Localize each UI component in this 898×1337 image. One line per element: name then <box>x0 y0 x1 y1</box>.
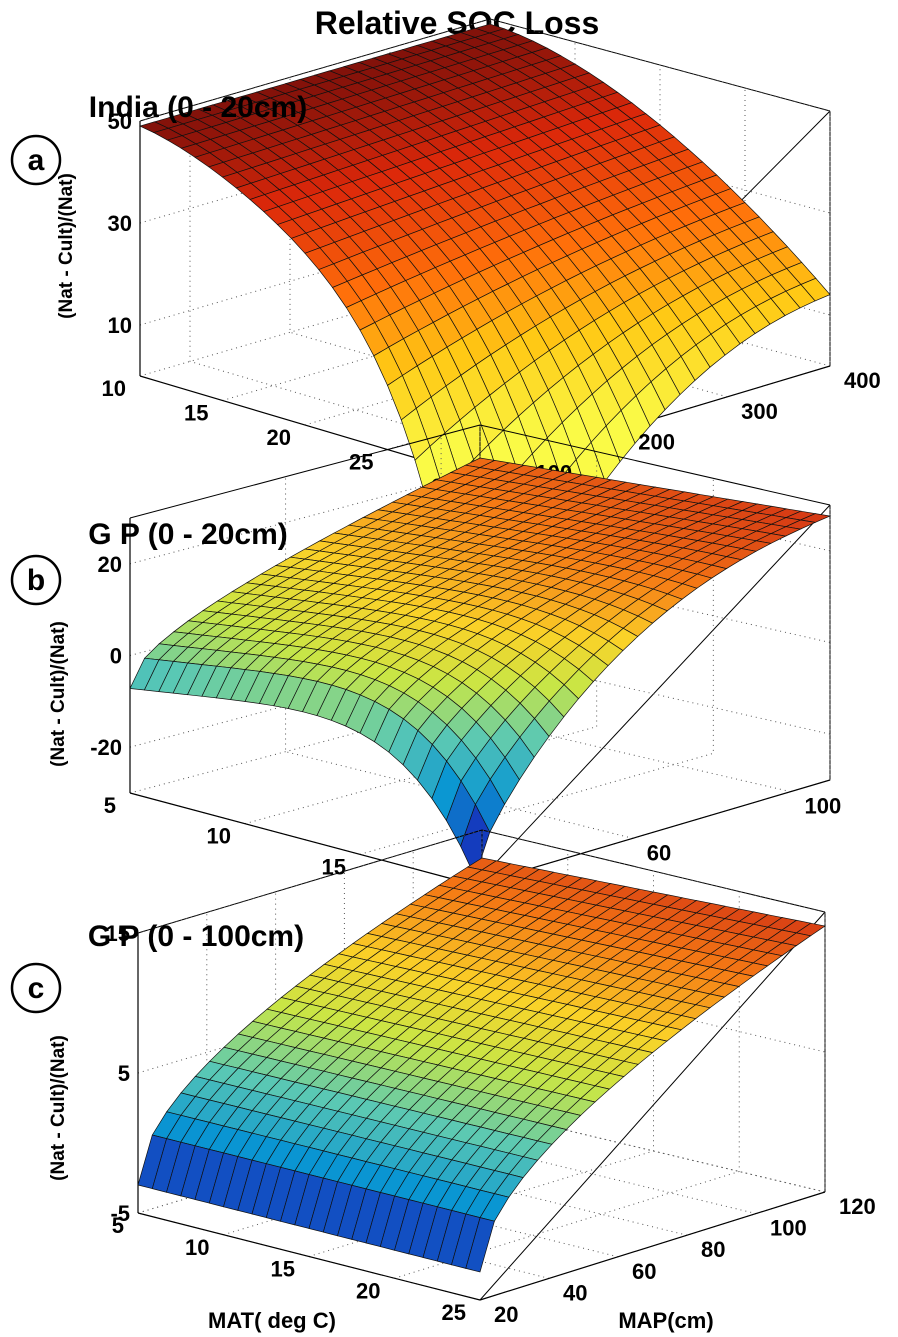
z-axis-label: (Nat - Cult)/(Nat) <box>48 621 69 767</box>
z-axis-label: (Nat - Cult)/(Nat) <box>56 173 77 319</box>
axis-edge <box>129 424 481 519</box>
y-tick-label: 60 <box>647 840 671 865</box>
axis-edge <box>474 504 831 886</box>
surface <box>129 457 832 878</box>
z-tick-label: -20 <box>90 735 122 760</box>
x-tick-label: 10 <box>207 824 231 849</box>
z-tick-label: 0 <box>110 644 122 669</box>
panel-letter-badge <box>10 554 62 606</box>
grid-line <box>129 470 831 565</box>
x-tick-label: 25 <box>349 450 373 475</box>
x-tick-label: 5 <box>112 1213 124 1238</box>
z-tick-label: 5 <box>118 1061 130 1086</box>
x-axis-line <box>137 1212 481 1301</box>
x-tick-label: 25 <box>442 1300 466 1325</box>
panel-letter: c <box>28 972 45 1005</box>
y-axis-line <box>479 1191 826 1301</box>
panel-letter: b <box>27 564 45 597</box>
z-axis-label: (Nat - Cult)/(Nat) <box>48 1035 69 1181</box>
z-tick-label: 50 <box>108 109 132 134</box>
y-tick-label: 200 <box>638 430 675 455</box>
panel-letter-badge <box>10 962 62 1014</box>
y-axis-label: MAP(cm) <box>618 1308 713 1333</box>
y-tick-label: 400 <box>844 368 881 393</box>
y-tick-label: 60 <box>632 1259 656 1284</box>
y-tick-label: 20 <box>494 1302 518 1327</box>
y-tick-label: 120 <box>839 1194 876 1219</box>
grid-line <box>394 891 740 1279</box>
x-tick-label: 15 <box>271 1257 295 1282</box>
x-tick-label: 10 <box>102 376 126 401</box>
panel-letter: a <box>28 144 45 177</box>
y-tick-label: 100 <box>805 794 842 819</box>
y-tick-label: 40 <box>563 1280 587 1305</box>
x-tick-label: 20 <box>267 425 291 450</box>
x-tick-label: 5 <box>104 793 116 818</box>
axis-edge <box>479 424 831 506</box>
panel-title: G P (0 - 20cm) <box>88 518 288 551</box>
panel-a: 1030501015202530100200300400India (0 - 2… <box>10 18 881 710</box>
y-tick-label: 80 <box>701 1237 725 1262</box>
x-tick-label: 20 <box>356 1278 380 1303</box>
x-tick-label: 10 <box>185 1235 209 1260</box>
panel-title: G P (0 - 100cm) <box>88 920 304 953</box>
x-tick-label: 15 <box>322 854 346 879</box>
grid-line <box>129 653 831 748</box>
x-tick-label: 15 <box>184 401 208 426</box>
axis-edge <box>479 911 826 1301</box>
panel-letter-badge <box>10 134 62 186</box>
panel-title: India (0 - 20cm) <box>89 91 307 124</box>
z-tick-label: 20 <box>98 552 122 577</box>
z-tick-label: 15 <box>106 921 130 946</box>
z-tick-label: -5 <box>110 1201 130 1226</box>
y-axis-line <box>474 779 831 886</box>
y-tick-label: 300 <box>741 399 778 424</box>
surface <box>137 857 826 1273</box>
z-tick-label: 10 <box>108 313 132 338</box>
surface-patch <box>465 1217 495 1273</box>
surface <box>139 23 831 710</box>
y-tick-label: 100 <box>770 1216 807 1241</box>
z-tick-label: 30 <box>108 211 132 236</box>
x-axis-line <box>129 792 476 886</box>
axis-edge <box>137 829 483 934</box>
x-axis-label: MAT( deg C) <box>208 1308 336 1333</box>
panel-b: -2002051015202060100G P (0 - 20cm)b(Nat … <box>10 424 842 912</box>
